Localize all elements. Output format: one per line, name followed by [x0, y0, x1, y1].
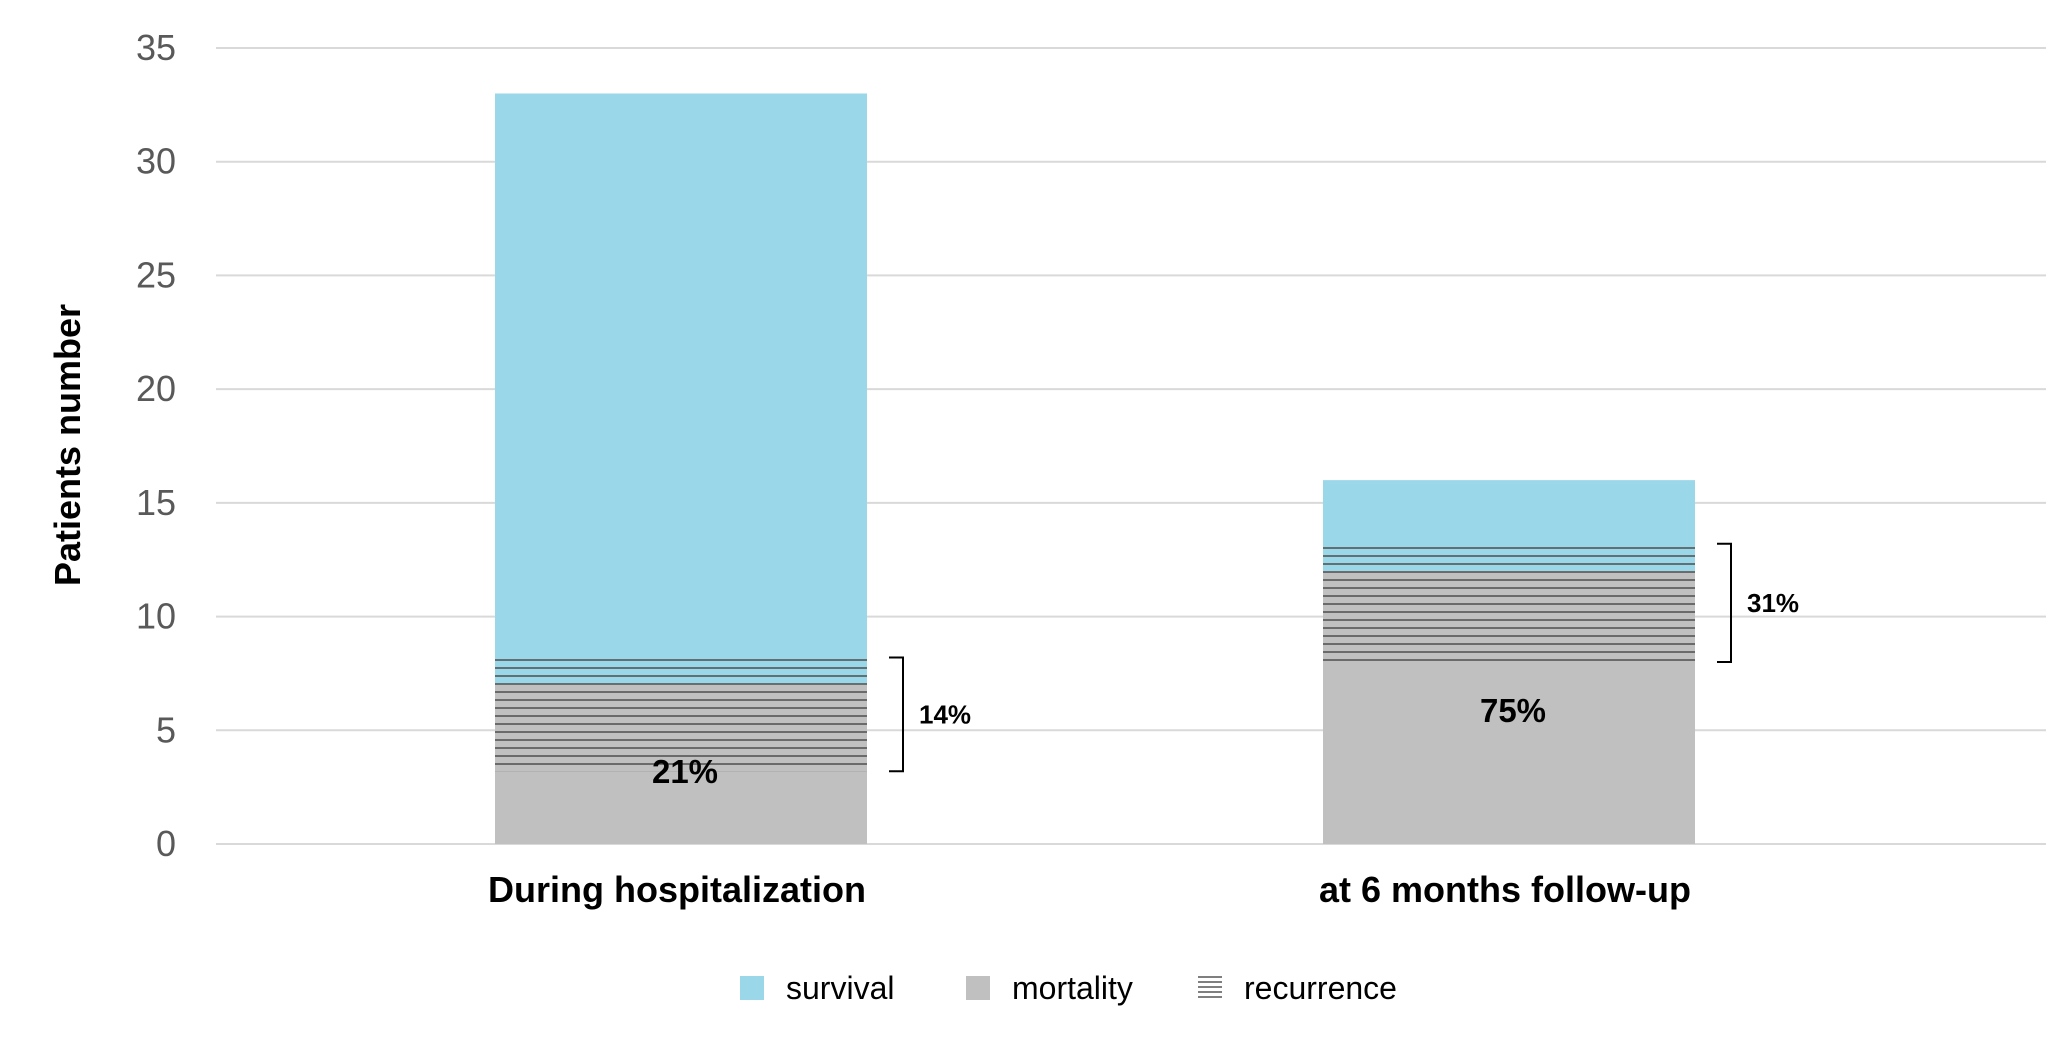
legend: survival mortality recurrence: [740, 970, 1397, 1006]
gridlines: [216, 47, 2046, 845]
y-tick-label: 5: [156, 709, 176, 750]
recurrence-percent-label: 14%: [919, 699, 971, 729]
x-category-label: at 6 months follow-up: [1319, 869, 1691, 910]
legend-label: mortality: [1012, 970, 1133, 1006]
y-axis-label: Patients number: [47, 304, 88, 586]
recurrence-percent-label: 31%: [1747, 588, 1799, 618]
legend-item-mortality: mortality: [966, 970, 1133, 1006]
y-tick-label: 10: [136, 596, 176, 637]
bars: [495, 93, 1695, 844]
bar-survival: [495, 93, 867, 685]
x-axis-categories: During hospitalization at 6 months follow…: [488, 869, 1691, 910]
y-tick-label: 30: [136, 141, 176, 182]
mortality-percent-label: 75%: [1480, 692, 1546, 729]
legend-item-recurrence: recurrence: [1198, 970, 1397, 1006]
legend-swatch: [966, 976, 990, 1000]
recurrence-bracket: [889, 656, 904, 773]
y-axis-ticks: 0 5 10 15 20 25 30 35: [136, 27, 176, 864]
x-category-label: During hospitalization: [488, 869, 866, 910]
y-tick-label: 25: [136, 254, 176, 295]
y-tick-label: 20: [136, 368, 176, 409]
legend-label: survival: [786, 970, 894, 1006]
bar-recurrence: [1323, 543, 1695, 663]
mortality-percent-label: 21%: [652, 753, 718, 790]
y-tick-label: 0: [156, 823, 176, 864]
legend-swatch: [740, 976, 764, 1000]
y-tick-label: 35: [136, 27, 176, 68]
legend-label: recurrence: [1244, 970, 1397, 1006]
recurrence-bracket: [1717, 542, 1732, 664]
legend-item-survival: survival: [740, 970, 894, 1006]
y-tick-label: 15: [136, 482, 176, 523]
bar-recurrence: [495, 657, 867, 772]
annotations: 21% 14% 75% 31%: [652, 542, 1799, 790]
